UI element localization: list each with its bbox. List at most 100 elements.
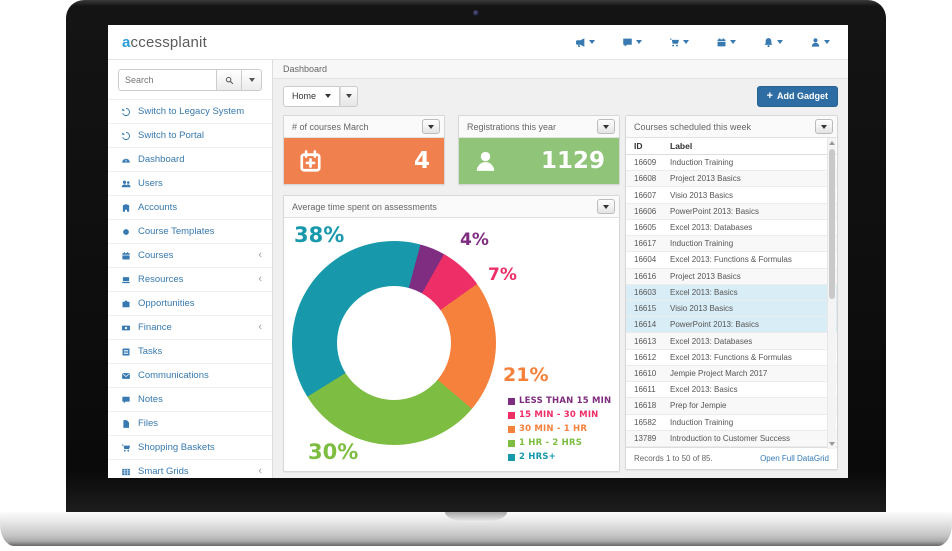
sidebar-item-switch-to-legacy-system[interactable]: Switch to Legacy System — [108, 100, 272, 124]
cell-label: PowerPoint 2013: Basics — [670, 206, 759, 216]
scroll-down-icon[interactable] — [829, 442, 835, 446]
dashboard-select[interactable]: Home — [283, 85, 341, 107]
breadcrumb: Dashboard — [273, 60, 848, 79]
table-row[interactable]: 16614 PowerPoint 2013: Basics — [626, 317, 837, 334]
add-gadget-button[interactable]: + Add Gadget — [756, 85, 838, 107]
grid-icon — [121, 467, 131, 477]
sidebar-item-dashboard[interactable]: Dashboard — [108, 148, 272, 172]
donut-percent-label: 38% — [294, 223, 345, 247]
table-row[interactable]: 16616 Project 2013 Basics — [626, 268, 837, 285]
scroll-up-icon[interactable] — [829, 141, 835, 145]
table-scrollbar[interactable] — [827, 138, 836, 449]
table-row[interactable]: 16615 Visio 2013 Basics — [626, 300, 837, 318]
search-input[interactable] — [118, 69, 216, 91]
briefcase-icon — [121, 299, 131, 309]
legend-label: 1 HR - 2 HRS — [519, 438, 583, 448]
calendar-menu[interactable] — [716, 37, 736, 48]
history-icon — [121, 131, 131, 141]
sidebar-item-users[interactable]: Users — [108, 172, 272, 196]
tasks-icon — [121, 347, 131, 357]
dashboard-select-menu-button[interactable] — [340, 85, 359, 107]
messages-menu[interactable] — [622, 37, 642, 48]
sidebar-item-course-templates[interactable]: Course Templates — [108, 220, 272, 244]
table-row[interactable]: 16613 Excel 2013: Databases — [626, 333, 837, 350]
sidebar-item-resources[interactable]: Resources — [108, 268, 272, 292]
table-row[interactable]: 16582 Induction Training — [626, 415, 837, 431]
registrations-widget-dropdown-button[interactable] — [597, 119, 615, 134]
sidebar-item-courses[interactable]: Courses — [108, 244, 272, 268]
sidebar-item-label: Communications — [138, 370, 209, 381]
donut-percent-label: 4% — [460, 230, 489, 250]
notifications-menu[interactable] — [763, 37, 783, 48]
sidebar-item-shopping-baskets[interactable]: Shopping Baskets — [108, 436, 272, 460]
cell-label: Introduction to Customer Success — [670, 433, 791, 443]
table-row[interactable]: 16603 Excel 2013: Basics — [626, 284, 837, 301]
cell-id: 16618 — [634, 401, 657, 411]
sidebar-item-finance[interactable]: Finance — [108, 316, 272, 340]
cell-label: Excel 2013: Basics — [670, 385, 738, 395]
announcements-menu[interactable] — [575, 37, 595, 48]
sidebar-item-label: Resources — [138, 274, 184, 285]
search-options-button[interactable] — [242, 69, 262, 91]
brand-logo-accent: a — [122, 33, 131, 51]
sidebar-search — [108, 60, 272, 100]
table-row[interactable]: 16604 Excel 2013: Functions & Formulas — [626, 252, 837, 269]
legend-item: LESS THAN 15 MIN — [508, 396, 611, 406]
sidebar-item-communications[interactable]: Communications — [108, 364, 272, 388]
table-row[interactable]: 16608 Project 2013 Basics — [626, 171, 837, 188]
sidebar-item-tasks[interactable]: Tasks — [108, 340, 272, 364]
sidebar-item-smart-grids[interactable]: Smart Grids — [108, 460, 272, 478]
account-menu[interactable] — [810, 37, 830, 48]
chevron-down-icon — [248, 78, 255, 82]
table-row[interactable]: 16607 Visio 2013 Basics — [626, 187, 837, 204]
sidebar-item-label: Tasks — [138, 346, 163, 357]
laptop-bezel: accessplanit Switch to Legacy System — [66, 0, 886, 512]
cell-label: Project 2013 Basics — [670, 271, 741, 281]
chevron-left-icon — [258, 466, 262, 477]
open-full-datagrid-link[interactable]: Open Full DataGrid — [760, 454, 829, 463]
table-row[interactable]: 16617 Induction Training — [626, 236, 837, 253]
sidebar-item-switch-to-portal[interactable]: Switch to Portal — [108, 124, 272, 148]
laptop-notch — [445, 512, 507, 522]
table-row[interactable]: 16609 Induction Training — [626, 155, 837, 172]
navbar-menus — [575, 37, 848, 48]
table-row[interactable]: 13789 Introduction to Customer Success — [626, 430, 837, 447]
table-row[interactable]: 16605 Excel 2013: Databases — [626, 220, 837, 237]
sidebar-item-accounts[interactable]: Accounts — [108, 196, 272, 220]
cell-id: 16608 — [634, 174, 657, 184]
chevron-left-icon — [258, 250, 262, 261]
sidebar-item-label: Accounts — [138, 202, 178, 213]
sidebar-item-label: Finance — [138, 322, 172, 333]
cell-id: 13789 — [634, 433, 657, 443]
schedule-table-header: Courses scheduled this week — [626, 116, 837, 138]
cell-id: 16612 — [634, 352, 657, 362]
sidebar-item-label: Course Templates — [138, 226, 215, 237]
table-row[interactable]: 16612 Excel 2013: Functions & Formulas — [626, 350, 837, 366]
registrations-widget-title: Registrations this year — [467, 121, 557, 132]
schedule-table-dropdown-button[interactable] — [815, 119, 833, 134]
cell-label: Jempie Project March 2017 — [670, 368, 768, 378]
sidebar-item-opportunities[interactable]: Opportunities — [108, 292, 272, 316]
table-row[interactable]: 16618 Prep for Jempie — [626, 398, 837, 415]
chevron-down-icon — [589, 40, 595, 44]
donut-chart: LESS THAN 15 MIN 15 MIN - 30 MIN 30 MIN … — [284, 218, 619, 471]
courses-widget-dropdown-button[interactable] — [422, 119, 440, 134]
table-row[interactable]: 16611 Excel 2013: Basics — [626, 382, 837, 399]
search-button[interactable] — [216, 69, 242, 91]
registrations-widget-body: 1129 — [459, 138, 619, 184]
scrollbar-thumb[interactable] — [829, 149, 835, 299]
legend-swatch — [508, 397, 515, 405]
table-row[interactable]: 16610 Jempie Project March 2017 — [626, 365, 837, 383]
cell-label: Excel 2013: Databases — [670, 222, 753, 232]
cell-id: 16582 — [634, 417, 657, 427]
table-row[interactable]: 16606 PowerPoint 2013: Basics — [626, 203, 837, 220]
cell-label: Visio 2013 Basics — [670, 190, 733, 200]
cell-label: Project 2013 Basics — [670, 174, 741, 184]
cart-icon — [121, 443, 131, 453]
sidebar-item-files[interactable]: Files — [108, 412, 272, 436]
legend-item: 1 HR - 2 HRS — [508, 438, 611, 448]
basket-menu[interactable] — [669, 37, 689, 48]
sidebar-item-notes[interactable]: Notes — [108, 388, 272, 412]
assessments-chart-dropdown-button[interactable] — [597, 199, 615, 214]
legend-item: 2 HRS+ — [508, 452, 611, 462]
